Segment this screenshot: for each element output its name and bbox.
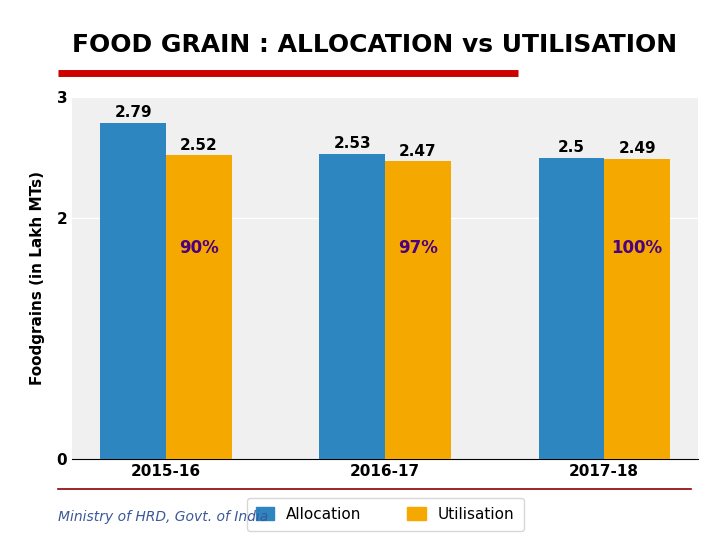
Text: FOOD GRAIN : ALLOCATION vs UTILISATION: FOOD GRAIN : ALLOCATION vs UTILISATION [72, 33, 677, 57]
Text: 100%: 100% [611, 239, 662, 257]
Text: Ministry of HRD, Govt. of India: Ministry of HRD, Govt. of India [58, 510, 268, 524]
Bar [101, 123, 166, 459]
Text: 2.53: 2.53 [333, 137, 371, 151]
Bar [539, 158, 604, 459]
Text: 2.79: 2.79 [114, 105, 152, 120]
Text: 2.47: 2.47 [400, 144, 437, 159]
Bar [604, 159, 670, 459]
Text: 2.49: 2.49 [618, 141, 656, 156]
Bar [320, 154, 385, 459]
Text: 90%: 90% [179, 239, 219, 257]
Y-axis label: Foodgrains (in Lakh MTs): Foodgrains (in Lakh MTs) [30, 171, 45, 385]
Text: 2.5: 2.5 [558, 140, 585, 155]
Text: 97%: 97% [398, 239, 438, 257]
Legend: Allocation, Utilisation: Allocation, Utilisation [246, 497, 524, 531]
Bar [166, 155, 232, 459]
Bar [385, 161, 451, 459]
Text: 2.52: 2.52 [180, 138, 218, 153]
